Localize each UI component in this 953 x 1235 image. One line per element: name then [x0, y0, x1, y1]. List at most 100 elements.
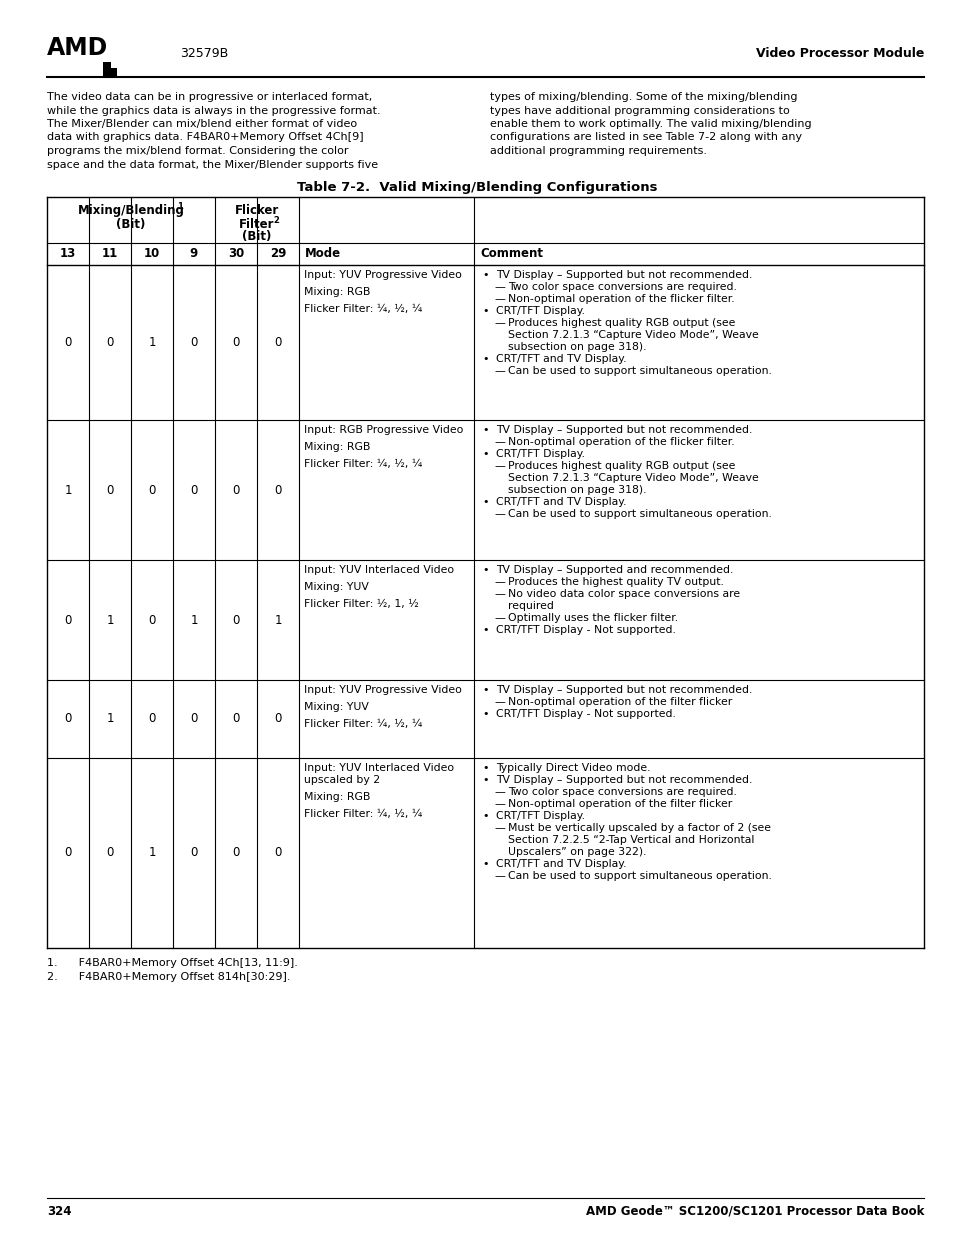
Text: (Bit): (Bit)	[242, 230, 272, 243]
Text: TV Display – Supported but not recommended.: TV Display – Supported but not recommend…	[496, 776, 752, 785]
Text: 2.      F4BAR0+Memory Offset 814h[30:29].: 2. F4BAR0+Memory Offset 814h[30:29].	[47, 972, 291, 982]
Text: Input: YUV Progressive Video: Input: YUV Progressive Video	[304, 685, 461, 695]
Text: TV Display – Supported but not recommended.: TV Display – Supported but not recommend…	[496, 270, 752, 280]
Text: 0: 0	[106, 336, 113, 350]
Text: 0: 0	[233, 483, 239, 496]
Text: (Bit): (Bit)	[116, 219, 146, 231]
Text: 0: 0	[190, 713, 197, 725]
Text: •: •	[481, 306, 488, 316]
Text: Flicker Filter: ¼, ½, ¼: Flicker Filter: ¼, ½, ¼	[304, 809, 422, 819]
Text: 29: 29	[270, 247, 286, 261]
Text: CRT/TFT Display - Not supported.: CRT/TFT Display - Not supported.	[496, 709, 675, 719]
Text: The video data can be in progressive or interlaced format,: The video data can be in progressive or …	[47, 91, 372, 103]
Text: Non-optimal operation of the filter flicker: Non-optimal operation of the filter flic…	[507, 697, 732, 706]
Text: 0: 0	[106, 846, 113, 860]
Text: 0: 0	[274, 846, 281, 860]
Text: Input: YUV Progressive Video: Input: YUV Progressive Video	[304, 270, 461, 280]
Text: —: —	[494, 871, 504, 881]
Text: 0: 0	[64, 713, 71, 725]
Text: Two color space conversions are required.: Two color space conversions are required…	[507, 787, 736, 797]
Text: •: •	[481, 425, 488, 435]
Text: Non-optimal operation of the flicker filter.: Non-optimal operation of the flicker fil…	[507, 294, 734, 304]
Text: Input: RGB Progressive Video: Input: RGB Progressive Video	[304, 425, 463, 435]
Text: No video data color space conversions are: No video data color space conversions ar…	[507, 589, 740, 599]
Text: Flicker Filter: ¼, ½, ¼: Flicker Filter: ¼, ½, ¼	[304, 459, 422, 469]
Text: Non-optimal operation of the flicker filter.: Non-optimal operation of the flicker fil…	[507, 437, 734, 447]
Text: Section 7.2.2.5 “2-Tap Vertical and Horizontal: Section 7.2.2.5 “2-Tap Vertical and Hori…	[507, 835, 754, 845]
Text: types of mixing/blending. Some of the mixing/blending: types of mixing/blending. Some of the mi…	[490, 91, 797, 103]
Text: Input: YUV Interlaced Video: Input: YUV Interlaced Video	[304, 564, 454, 576]
Text: —: —	[494, 294, 504, 304]
Text: TV Display – Supported but not recommended.: TV Display – Supported but not recommend…	[496, 425, 752, 435]
Bar	[111, 62, 117, 68]
Text: •: •	[481, 763, 488, 773]
Text: Produces highest quality RGB output (see: Produces highest quality RGB output (see	[507, 317, 735, 329]
Text: programs the mix/blend format. Considering the color: programs the mix/blend format. Consideri…	[47, 146, 348, 156]
Text: 1: 1	[106, 614, 113, 626]
Text: 2: 2	[273, 216, 278, 225]
Text: upscaled by 2: upscaled by 2	[304, 776, 379, 785]
Text: 1: 1	[106, 713, 113, 725]
Text: —: —	[494, 366, 504, 375]
Text: 0: 0	[148, 614, 155, 626]
Text: additional programming requirements.: additional programming requirements.	[490, 146, 706, 156]
Text: •: •	[481, 776, 488, 785]
Text: 1.      F4BAR0+Memory Offset 4Ch[13, 11:9].: 1. F4BAR0+Memory Offset 4Ch[13, 11:9].	[47, 958, 297, 968]
Text: Comment: Comment	[479, 247, 542, 261]
Text: 1: 1	[274, 614, 281, 626]
Text: subsection on page 318).: subsection on page 318).	[507, 342, 646, 352]
Text: •: •	[481, 625, 488, 635]
Text: —: —	[494, 799, 504, 809]
Text: while the graphics data is always in the progressive format.: while the graphics data is always in the…	[47, 105, 380, 116]
Text: 0: 0	[190, 846, 197, 860]
Text: CRT/TFT and TV Display.: CRT/TFT and TV Display.	[496, 860, 626, 869]
Text: Typically Direct Video mode.: Typically Direct Video mode.	[496, 763, 650, 773]
Text: Non-optimal operation of the filter flicker: Non-optimal operation of the filter flic…	[507, 799, 732, 809]
Text: •: •	[481, 685, 488, 695]
Text: 30: 30	[228, 247, 244, 261]
Text: space and the data format, the Mixer/Blender supports five: space and the data format, the Mixer/Ble…	[47, 159, 377, 169]
Text: •: •	[481, 354, 488, 364]
Text: —: —	[494, 697, 504, 706]
Text: AMD: AMD	[47, 36, 108, 61]
Text: Mixing: YUV: Mixing: YUV	[304, 701, 369, 713]
Text: 0: 0	[64, 614, 71, 626]
Text: —: —	[494, 317, 504, 329]
Text: —: —	[494, 589, 504, 599]
Text: —: —	[494, 823, 504, 832]
Text: subsection on page 318).: subsection on page 318).	[507, 485, 646, 495]
Text: 0: 0	[233, 336, 239, 350]
Text: enable them to work optimally. The valid mixing/blending: enable them to work optimally. The valid…	[490, 119, 811, 128]
Text: 0: 0	[148, 713, 155, 725]
Text: 0: 0	[274, 483, 281, 496]
Text: Flicker Filter: ¼, ½, ¼: Flicker Filter: ¼, ½, ¼	[304, 304, 422, 314]
Text: •: •	[481, 270, 488, 280]
Text: 1: 1	[177, 203, 183, 211]
Text: 1: 1	[190, 614, 197, 626]
Text: Mode: Mode	[305, 247, 341, 261]
Text: 0: 0	[233, 614, 239, 626]
Text: —: —	[494, 509, 504, 519]
Text: 11: 11	[102, 247, 118, 261]
Text: Must be vertically upscaled by a factor of 2 (see: Must be vertically upscaled by a factor …	[507, 823, 770, 832]
Text: —: —	[494, 437, 504, 447]
Text: Filter: Filter	[239, 219, 274, 231]
Text: 0: 0	[64, 336, 71, 350]
Text: 1: 1	[148, 846, 155, 860]
Text: —: —	[494, 577, 504, 587]
Text: data with graphics data. F4BAR0+Memory Offset 4Ch[9]: data with graphics data. F4BAR0+Memory O…	[47, 132, 363, 142]
Text: Can be used to support simultaneous operation.: Can be used to support simultaneous oper…	[507, 509, 771, 519]
Text: 0: 0	[233, 846, 239, 860]
Text: 0: 0	[190, 336, 197, 350]
Text: •: •	[481, 860, 488, 869]
Bar	[103, 62, 117, 77]
Text: Section 7.2.1.3 “Capture Video Mode”, Weave: Section 7.2.1.3 “Capture Video Mode”, We…	[507, 473, 758, 483]
Text: —: —	[494, 613, 504, 622]
Text: CRT/TFT Display.: CRT/TFT Display.	[496, 306, 584, 316]
Text: Section 7.2.1.3 “Capture Video Mode”, Weave: Section 7.2.1.3 “Capture Video Mode”, We…	[507, 330, 758, 340]
Text: Video Processor Module: Video Processor Module	[755, 47, 923, 61]
Text: Input: YUV Interlaced Video: Input: YUV Interlaced Video	[304, 763, 454, 773]
Text: Table 7-2.  Valid Mixing/Blending Configurations: Table 7-2. Valid Mixing/Blending Configu…	[296, 182, 657, 194]
Text: 324: 324	[47, 1205, 71, 1218]
Text: •: •	[481, 564, 488, 576]
